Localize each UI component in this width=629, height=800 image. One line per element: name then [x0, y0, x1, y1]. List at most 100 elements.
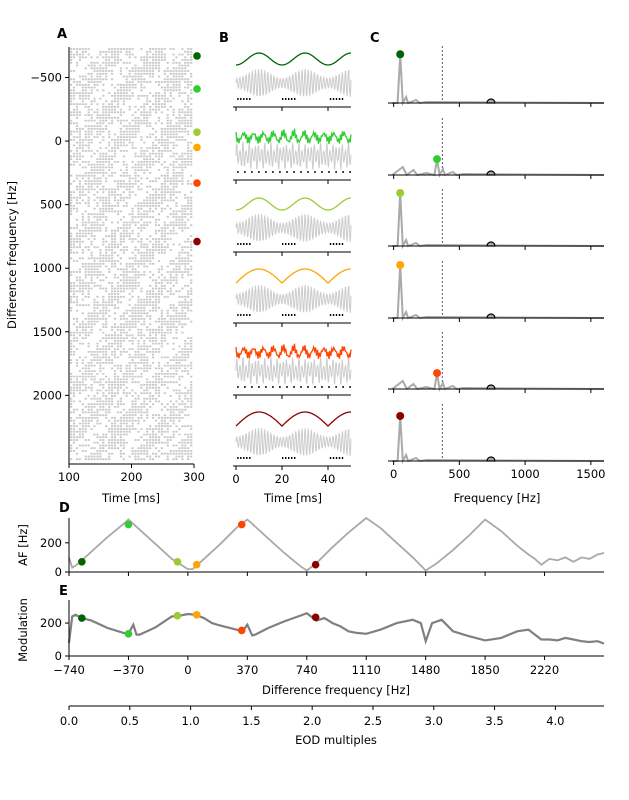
panel-c-xlabel: Frequency [Hz] [454, 491, 541, 505]
panel-a-xtick-label: 300 [183, 470, 205, 484]
data-point [311, 613, 320, 622]
panel-a-ytick-label: 1000 [33, 261, 62, 275]
xtick-label: 1110 [352, 663, 381, 677]
envelope-line [235, 52, 352, 66]
df-marker [193, 143, 201, 152]
envelope-line [235, 268, 351, 284]
panel-e-ylabel: Modulation [16, 598, 30, 662]
eod-axis-xlabel: EOD multiples [295, 733, 377, 747]
data-point [173, 557, 182, 566]
panel-c-xtick-label: 500 [448, 467, 470, 481]
ytick-label: 0 [55, 649, 62, 663]
series-line [68, 516, 605, 572]
eod-marker [486, 98, 496, 104]
eod-xtick-label: 1.0 [181, 714, 199, 728]
panel-a-ytick-label: 500 [40, 198, 62, 212]
panel-b-xlabel: Time [ms] [263, 491, 322, 505]
peak-marker [396, 411, 405, 420]
peak-marker [396, 189, 405, 197]
panel-label-d: D [59, 501, 70, 516]
df-marker [193, 237, 201, 246]
peak-marker [396, 50, 405, 59]
panel-c-xtick-label: 0 [390, 467, 397, 481]
panel-a-ytick-label: 0 [55, 134, 62, 148]
eod-marker [486, 241, 496, 247]
panel-c-spectra: 0 500 1000 1500 [388, 46, 605, 481]
eod-xtick-label: 1.5 [242, 714, 260, 728]
series-line [67, 611, 605, 645]
panel-a-raster: −500 0 500 1000 1500 2000 100 200 300 [30, 47, 205, 484]
eod-xtick-label: 2.0 [303, 714, 321, 728]
data-point [124, 629, 133, 638]
panel-a-ylabel: Difference frequency [Hz] [5, 181, 19, 329]
panel-a-xtick-label: 200 [121, 470, 143, 484]
panel-c-xtick-label: 1000 [510, 467, 539, 481]
envelope-line [235, 128, 352, 145]
eod-marker [486, 456, 496, 462]
spectrum-line [391, 158, 605, 179]
eod-xtick-label: 0.0 [60, 714, 78, 728]
data-point [192, 611, 201, 619]
xtick-label: −740 [53, 663, 85, 677]
xtick-label: 740 [296, 663, 318, 677]
df-marker [193, 179, 201, 187]
carrier-trace [235, 69, 352, 98]
panel-c-xtick-label: 1500 [576, 467, 605, 481]
eod-xtick-label: 0.5 [121, 714, 139, 728]
data-point [124, 520, 133, 529]
peak-marker [396, 261, 405, 269]
panel-label-b: B [219, 31, 229, 46]
carrier-trace [235, 285, 352, 314]
panel-a-ytick-label: −500 [30, 71, 62, 85]
panel-label-a: A [57, 27, 67, 42]
xtick-label: 370 [236, 663, 258, 677]
eod-marker [486, 170, 496, 176]
df-marker [193, 85, 201, 93]
panel-e-xlabel: Difference frequency [Hz] [262, 683, 410, 697]
panel-a-xlabel: Time [ms] [101, 491, 160, 505]
carrier-trace [235, 356, 352, 385]
eod-xtick-label: 4.0 [546, 714, 564, 728]
spectrum-line [391, 372, 605, 393]
peak-marker [433, 155, 442, 164]
data-point [173, 611, 182, 620]
data-point [237, 626, 246, 635]
eod-multiples-axis: 0.0 0.5 1.0 1.5 2.0 2.5 3.0 3.5 4.0 [60, 705, 604, 728]
xtick-label: 1480 [411, 663, 440, 677]
panel-label-e: E [59, 584, 68, 599]
data-point [78, 614, 86, 622]
xtick-label: 0 [184, 663, 191, 677]
carrier-trace [235, 214, 352, 243]
carrier-trace [235, 141, 352, 170]
xtick-label: 1850 [470, 663, 499, 677]
df-marker [193, 128, 201, 136]
panel-b-xtick-label: 40 [321, 472, 336, 486]
envelope-line [235, 343, 352, 360]
data-point [237, 520, 246, 529]
ytick-label: 0 [55, 565, 62, 579]
panel-label-c: C [370, 31, 380, 46]
data-point [192, 560, 201, 569]
data-point [78, 557, 86, 566]
spectrum-line [392, 264, 605, 322]
eod-xtick-label: 3.5 [485, 714, 503, 728]
panel-a-xtick-label: 100 [58, 470, 80, 484]
spectrum-line [392, 54, 605, 107]
data-point [311, 560, 320, 569]
ytick-label: 200 [40, 616, 62, 630]
xtick-label: 2220 [530, 663, 559, 677]
panel-d-ylabel: AF [Hz] [16, 524, 30, 566]
envelope-line [235, 197, 352, 211]
eod-xtick-label: 2.5 [364, 714, 382, 728]
panel-a-ytick-label: 2000 [33, 388, 62, 402]
eod-marker [486, 384, 496, 390]
panel-b-xtick-label: 20 [275, 472, 290, 486]
spectrum-line [392, 415, 605, 465]
panel-b-xtick-label: 0 [232, 472, 239, 486]
ytick-label: 200 [40, 536, 62, 550]
panel-e-modulation: 0 200 −740 −370 0 370 740 1110 1480 1850 2220 [40, 600, 605, 677]
envelope-line [235, 411, 351, 427]
panel-d-af: 0 200 [40, 516, 605, 579]
spectrum-line [392, 192, 605, 250]
